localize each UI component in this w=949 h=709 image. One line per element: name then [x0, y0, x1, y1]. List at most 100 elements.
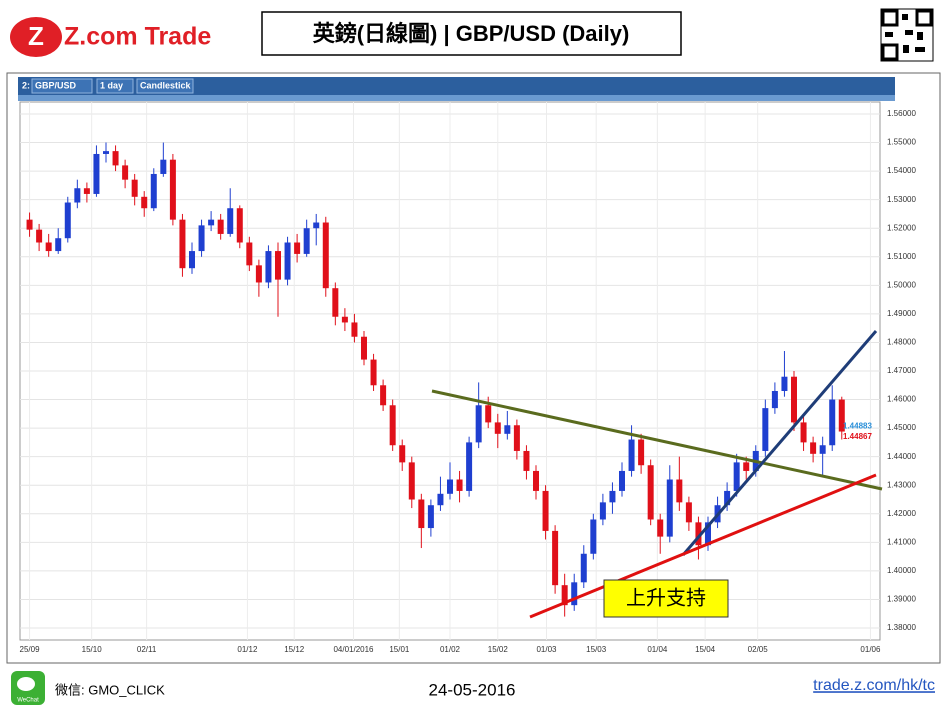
y-tick-label: 1.53000	[887, 195, 916, 204]
y-tick-label: 1.50000	[887, 280, 916, 289]
candle-body	[456, 479, 463, 491]
candle-body	[93, 153, 100, 194]
candle-body	[208, 219, 215, 226]
candle-body	[408, 462, 415, 500]
candle-body	[45, 242, 52, 252]
toolbar-button	[31, 78, 93, 94]
candle-body	[294, 242, 301, 254]
candle-body	[781, 376, 788, 391]
logo: Z.com Trade	[64, 23, 211, 51]
candle-body	[217, 219, 224, 234]
trend-lines	[431, 330, 883, 619]
candle-body	[466, 442, 473, 491]
logo-mark	[10, 17, 62, 57]
y-tick-label: 1.54000	[887, 166, 916, 175]
y-tick-label: 1.38000	[887, 623, 916, 632]
candle-body	[169, 159, 176, 220]
candle-body	[236, 208, 243, 243]
x-tick-label: 01/03	[536, 645, 557, 654]
candle-body	[389, 405, 396, 446]
candle-body	[198, 225, 205, 252]
candle-body	[599, 502, 606, 520]
y-tick-label: 1.48000	[887, 338, 916, 347]
candle-body	[542, 490, 549, 531]
x-tick-label: 01/12	[237, 645, 258, 654]
candle-body	[418, 499, 425, 529]
toolbar-label: GBP/USD	[35, 80, 77, 90]
url[interactable]: trade.z.com/hk/tc	[813, 677, 935, 694]
candle-body	[628, 439, 635, 471]
candle-body	[122, 165, 129, 180]
candle-body	[657, 519, 664, 537]
y-tick-label: 1.52000	[887, 223, 916, 232]
candle-body	[26, 219, 33, 230]
candle-body	[427, 505, 434, 529]
y-tick-label: 1.40000	[887, 566, 916, 575]
x-tick-label: 15/01	[389, 645, 410, 654]
candle-body	[74, 188, 81, 203]
candle-body	[552, 530, 559, 586]
candle-body	[275, 251, 281, 280]
toolbar-button	[96, 78, 134, 94]
candle-body	[829, 399, 836, 446]
y-tick-label: 1.43000	[887, 480, 916, 489]
candle-body	[676, 479, 683, 503]
candle-body	[141, 196, 148, 209]
x-tick-label: 15/10	[82, 645, 103, 654]
candle-body	[504, 425, 511, 434]
candle-body	[255, 265, 262, 283]
y-tick-label: 1.39000	[887, 595, 916, 604]
candle-body	[83, 188, 90, 194]
last-price-label: 1.44867	[843, 432, 872, 441]
x-tick-label: 02/11	[137, 645, 157, 654]
candle-body	[609, 490, 616, 503]
candle-body	[399, 445, 406, 463]
logo-z: Z	[28, 21, 44, 51]
candle-body	[762, 408, 769, 451]
candle-body	[733, 462, 740, 491]
y-tick-label: 1.51000	[887, 252, 916, 261]
candle-body	[112, 151, 119, 166]
candle-body	[160, 159, 167, 174]
candle-body	[284, 242, 291, 280]
candle-body	[533, 470, 539, 491]
toolbar-button	[136, 78, 194, 94]
candle-body	[647, 465, 654, 520]
wechat-bubble	[17, 677, 35, 691]
candle-body	[494, 422, 501, 434]
candle-body	[341, 316, 348, 323]
candle-body	[437, 493, 444, 506]
qr-code	[880, 8, 934, 62]
candle-body	[561, 585, 568, 606]
candle-body	[55, 238, 62, 252]
toolbar-label: 1 day	[100, 80, 123, 90]
candle-body	[724, 490, 731, 506]
toolbar-label: Candlestick	[140, 80, 192, 90]
candle-body	[227, 208, 234, 234]
candle-body	[447, 479, 453, 494]
candle-body	[666, 479, 673, 537]
candle-body	[189, 251, 195, 269]
wechat-id: 微信: GMO_CLICK	[55, 682, 165, 697]
candle-body	[771, 390, 778, 409]
x-tick-label: 01/04	[647, 645, 668, 654]
date: 24-05-2016	[429, 680, 516, 699]
x-tick-label: 15/04	[695, 645, 716, 654]
title: 英鎊(日線圖) | GBP/USD (Daily)	[313, 21, 630, 46]
y-tick-label: 1.47000	[887, 366, 916, 375]
x-tick-label: 15/02	[488, 645, 509, 654]
candle-body	[800, 422, 807, 443]
candle-body	[819, 445, 826, 454]
toolbar	[18, 77, 895, 95]
candle-body	[743, 462, 750, 471]
candle-body	[838, 399, 845, 432]
y-tick-label: 1.55000	[887, 138, 916, 147]
candle-body	[380, 385, 387, 406]
toolbar-strip	[18, 95, 895, 101]
x-tick-label: 04/01/2016	[333, 645, 374, 654]
y-tick-label: 1.41000	[887, 537, 916, 546]
x-tick-label: 15/12	[284, 645, 305, 654]
candle-body	[303, 228, 310, 254]
candle-body	[580, 553, 587, 583]
